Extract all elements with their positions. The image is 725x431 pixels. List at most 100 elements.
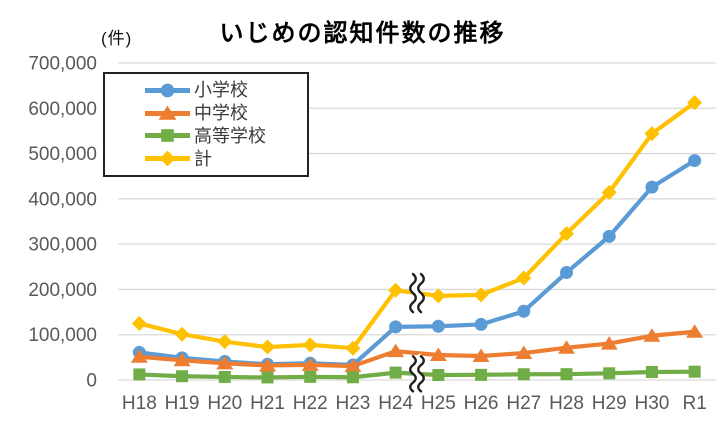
series-junior-high-school [130,324,704,373]
x-axis-tick-label: H22 [293,393,328,414]
marker-diamond [260,339,275,355]
legend-marker-circle [145,83,190,98]
marker-triangle [344,358,362,373]
marker-triangle [643,328,661,342]
marker-triangle [558,340,575,354]
break-mark-line [409,355,417,393]
marker-circle [602,229,616,243]
y-axis-unit-label: (件) [101,29,133,48]
y-axis-tick-label: 300,000 [28,235,97,256]
marker-triangle [387,343,405,358]
legend-item-total: 計 [144,150,303,168]
marker-diamond [430,288,446,304]
legend-item-junior-high-school: 中学校 [144,104,303,122]
marker-circle [645,180,659,194]
x-axis-tick-label: R1 [682,393,706,414]
marker-triangle [686,324,704,338]
legend-item-high-school: 高等学校 [144,127,303,145]
marker-triangle [173,352,191,367]
break-mark-gap [410,353,424,395]
legend-label: 高等学校 [194,125,266,146]
y-axis-tick-label: 200,000 [28,280,97,301]
marker-circle [160,83,175,98]
y-axis-tick-label: 700,000 [28,54,97,75]
y-axis-tick-label: 500,000 [28,144,97,165]
series-line-junior-high-school [137,329,697,369]
marker-diamond [174,326,190,342]
legend-label: 計 [194,148,212,169]
x-axis-tick-label: H20 [207,393,242,414]
marker-triangle [515,345,533,360]
marker-diamond [388,282,404,298]
marker-diamond [516,270,532,286]
legend-item-elementary-school: 小学校 [144,81,303,99]
marker-circle [517,304,531,318]
marker-square [161,129,174,143]
marker-square [304,370,317,383]
break-mark-line [417,355,425,393]
marker-square [603,367,616,380]
marker-square [517,368,530,381]
marker-triangle [472,348,490,363]
y-axis-tick-label: 100,000 [28,325,97,346]
x-axis-tick-label: H26 [464,393,499,414]
marker-diamond [131,315,147,331]
marker-diamond [601,184,617,200]
marker-circle [389,320,403,334]
legend-marker-diamond [145,150,190,167]
marker-square [218,370,231,383]
x-axis-tick-label: H21 [250,393,285,414]
marker-diamond [687,95,703,111]
marker-circle [431,319,445,333]
y-axis-tick-label: 600,000 [28,99,97,120]
break-mark-gap [410,271,424,316]
marker-square [133,368,146,381]
marker-triangle [301,357,319,371]
marker-diamond [159,150,176,167]
marker-square [176,370,189,383]
y-axis-tick-label: 0 [86,371,97,392]
break-mark-line [409,272,417,314]
marker-triangle [259,357,276,372]
x-axis-tick-label: H27 [506,393,541,414]
legend-marker-square [145,129,190,143]
marker-triangle [216,355,234,370]
marker-triangle [429,347,447,361]
x-axis-tick-label: H18 [122,393,157,414]
marker-diamond [644,126,660,142]
x-axis-tick-label: H25 [421,393,456,414]
marker-square [475,368,488,381]
legend-label: 小学校 [194,80,248,101]
marker-triangle [600,336,618,350]
chart-legend: 小学校 中学校 高等学校 計 [103,72,309,177]
marker-square [645,365,658,378]
marker-diamond [559,226,574,242]
marker-circle [688,154,702,168]
marker-square [389,366,402,379]
marker-diamond [302,337,318,353]
x-axis-tick-label: H24 [378,393,413,414]
x-axis-tick-label: H29 [592,393,627,414]
x-axis-tick-label: H23 [335,393,370,414]
marker-diamond [217,334,233,350]
x-axis-tick-label: H30 [634,393,669,414]
legend-marker-triangle [145,105,190,120]
marker-triangle [130,349,148,363]
legend-label: 中学校 [194,103,248,124]
marker-square [688,365,701,378]
marker-square [560,368,573,381]
marker-circle [474,317,488,331]
marker-triangle [158,105,177,120]
marker-circle [560,266,573,280]
marker-square [346,371,359,384]
x-axis-tick-label: H28 [549,393,584,414]
break-mark-line [417,272,425,314]
marker-square [432,369,445,382]
chart-title: いじめの認知件数の推移 [219,20,506,47]
marker-diamond [473,287,489,303]
marker-square [261,371,274,384]
marker-diamond [345,340,361,356]
y-axis-tick-label: 400,000 [28,189,97,210]
